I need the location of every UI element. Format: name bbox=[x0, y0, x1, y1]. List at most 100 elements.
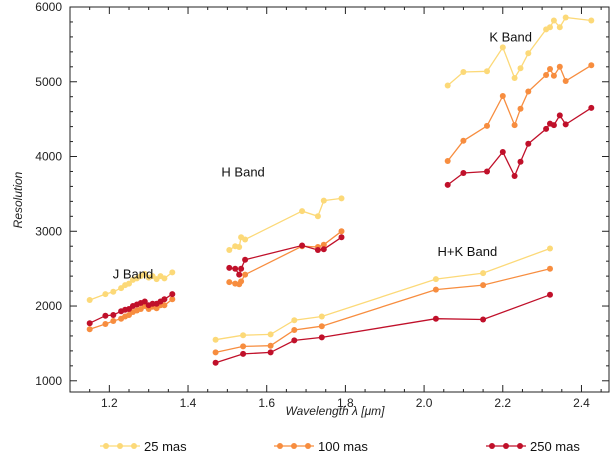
data-point bbox=[588, 104, 595, 111]
data-point bbox=[86, 326, 93, 333]
legend-swatch-marker bbox=[117, 443, 123, 449]
band-label: J Band bbox=[113, 266, 153, 281]
y-tick-label: 6000 bbox=[35, 0, 62, 14]
series-line-K bbox=[447, 16, 592, 86]
data-point bbox=[291, 327, 298, 333]
legend-swatch-marker bbox=[305, 443, 311, 449]
band-label: K Band bbox=[489, 29, 532, 44]
data-point bbox=[480, 316, 487, 323]
x-axis-title: Wavelength λ [μm] bbox=[286, 404, 386, 418]
data-point bbox=[556, 24, 563, 31]
data-point bbox=[547, 24, 553, 31]
data-point bbox=[588, 62, 595, 69]
legend-swatch-marker bbox=[489, 443, 495, 449]
data-point bbox=[102, 321, 109, 327]
data-point bbox=[562, 121, 569, 128]
legend-label: 100 mas bbox=[318, 439, 368, 454]
data-point bbox=[499, 149, 506, 155]
data-point bbox=[169, 296, 176, 303]
data-point bbox=[460, 137, 467, 144]
y-tick-label: 4000 bbox=[35, 150, 62, 164]
data-point bbox=[460, 69, 467, 75]
data-point bbox=[169, 291, 176, 298]
data-point bbox=[314, 213, 321, 220]
x-tick-label: 2.4 bbox=[573, 396, 590, 410]
legend-swatch-marker bbox=[131, 443, 137, 449]
legend-label: 250 mas bbox=[530, 439, 580, 454]
data-point bbox=[110, 288, 117, 295]
data-point bbox=[226, 279, 233, 286]
data-point bbox=[499, 44, 506, 51]
data-point bbox=[320, 241, 327, 248]
data-point bbox=[102, 312, 109, 319]
data-point bbox=[444, 181, 451, 188]
data-point bbox=[525, 50, 532, 57]
data-point bbox=[320, 197, 327, 204]
y-tick-label: 1000 bbox=[35, 374, 62, 388]
data-point bbox=[232, 265, 239, 272]
data-point bbox=[484, 68, 490, 75]
data-point bbox=[588, 17, 595, 24]
plot-frame bbox=[69, 6, 610, 393]
legend-swatch-marker bbox=[103, 443, 109, 449]
data-point bbox=[240, 343, 247, 350]
data-point bbox=[556, 112, 563, 119]
data-point bbox=[212, 336, 219, 343]
y-axis-title: Resolution bbox=[11, 171, 25, 228]
legend: 25 mas 100 mas 250 mas bbox=[100, 439, 580, 454]
data-point bbox=[161, 275, 168, 282]
data-point bbox=[238, 278, 245, 285]
data-point bbox=[314, 247, 321, 253]
series-layer bbox=[86, 14, 595, 366]
data-point bbox=[240, 350, 247, 357]
data-point bbox=[212, 359, 219, 366]
data-point bbox=[267, 349, 274, 356]
data-point bbox=[517, 158, 524, 165]
data-point bbox=[238, 265, 245, 272]
data-point bbox=[550, 72, 557, 79]
data-point bbox=[550, 122, 557, 129]
data-point bbox=[499, 93, 506, 99]
band-label: H+K Band bbox=[438, 244, 498, 259]
band-annotations: J Band H Band H+K Band K Band bbox=[113, 29, 532, 281]
y-tick-label: 2000 bbox=[35, 299, 62, 313]
data-point bbox=[480, 282, 487, 289]
series-line-HplusK bbox=[215, 268, 551, 354]
y-tick-label: 3000 bbox=[35, 224, 62, 238]
data-point bbox=[141, 298, 148, 305]
data-point bbox=[267, 331, 274, 338]
series-100-mas bbox=[86, 62, 595, 356]
data-point bbox=[517, 65, 524, 72]
data-point bbox=[212, 349, 219, 356]
legend-label: 25 mas bbox=[144, 439, 187, 454]
series-250-mas bbox=[86, 104, 595, 366]
data-point bbox=[556, 63, 563, 70]
data-point bbox=[550, 17, 557, 24]
series-line-HplusK bbox=[215, 294, 551, 364]
series-line-K bbox=[447, 107, 592, 186]
data-point bbox=[110, 312, 117, 318]
data-point bbox=[291, 317, 298, 324]
data-point bbox=[547, 245, 553, 252]
data-point bbox=[432, 315, 439, 322]
data-point bbox=[169, 269, 176, 276]
data-point bbox=[102, 291, 109, 298]
data-point bbox=[547, 66, 553, 72]
data-point bbox=[511, 122, 518, 129]
x-tick-label: 1.4 bbox=[180, 396, 197, 410]
data-point bbox=[444, 158, 451, 164]
data-point bbox=[320, 246, 327, 253]
data-point bbox=[318, 323, 325, 330]
data-point bbox=[86, 320, 93, 327]
data-point bbox=[517, 105, 524, 112]
series-25-mas bbox=[86, 14, 595, 343]
data-point bbox=[242, 256, 249, 263]
legend-item: 25 mas bbox=[100, 439, 187, 454]
legend-swatch-marker bbox=[291, 443, 297, 449]
data-point bbox=[299, 208, 306, 215]
series-line-K bbox=[447, 64, 592, 162]
data-point bbox=[161, 296, 168, 303]
data-point bbox=[562, 78, 569, 84]
data-point bbox=[126, 280, 132, 287]
